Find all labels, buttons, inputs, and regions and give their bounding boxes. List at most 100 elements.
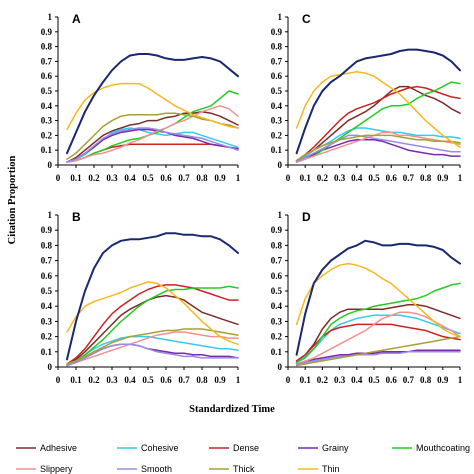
legend-item-thin: Thin bbox=[298, 464, 340, 474]
series-line-overall bbox=[295, 48, 461, 155]
series-line-cohesive bbox=[295, 314, 461, 364]
series-line-smooth bbox=[295, 351, 461, 365]
x-tick-label: 0.4 bbox=[124, 375, 136, 385]
panel-b: 0 0.1 0.2 0.3 0.4 0.5 0.6 0.7 0.8 0.9 1 0 0.1 0.2 0.3 0… bbox=[41, 210, 241, 385]
legend-label: Cohesive bbox=[141, 443, 179, 453]
y-tick-label: 0.7 bbox=[41, 56, 53, 66]
y-tick-label: 0.5 bbox=[271, 86, 283, 96]
legend-item-smooth: Smooth bbox=[117, 464, 172, 474]
y-tick-label: 0.4 bbox=[41, 301, 53, 311]
y-tick-label: 0.1 bbox=[41, 347, 53, 357]
y-tick-label: 1 bbox=[278, 210, 283, 220]
legend-label: Grainy bbox=[322, 443, 349, 453]
y-tick-label: 0.4 bbox=[41, 101, 53, 111]
y-tick-label: 0.6 bbox=[41, 271, 53, 281]
x-tick-label: 0.1 bbox=[300, 375, 312, 385]
y-tick-label: 0.9 bbox=[41, 27, 53, 37]
y-tick-label: 1 bbox=[48, 12, 53, 22]
y-tick-label: 0.6 bbox=[41, 71, 53, 81]
x-tick-label: 0.1 bbox=[70, 173, 82, 183]
y-tick-label: 0 bbox=[48, 362, 53, 372]
x-tick-label: 1 bbox=[236, 375, 241, 385]
x-tick-label: 0.5 bbox=[142, 375, 154, 385]
y-tick-label: 0.4 bbox=[271, 101, 283, 111]
x-axis-title: Standardized Time bbox=[189, 404, 275, 415]
series-line-dense bbox=[295, 85, 461, 162]
y-tick-label: 0 bbox=[278, 362, 283, 372]
legend-item-grainy: Grainy bbox=[298, 443, 349, 453]
x-tick-label: 0 bbox=[286, 375, 291, 385]
series-line-overall bbox=[66, 53, 239, 155]
series-line-mouthcoating bbox=[295, 282, 461, 364]
x-tick-label: 0.9 bbox=[437, 173, 449, 183]
x-tick-label: 0.2 bbox=[88, 173, 100, 183]
series-line-thick bbox=[66, 328, 239, 365]
x-tick-label: 0.7 bbox=[178, 375, 190, 385]
series-line-overall bbox=[295, 239, 461, 356]
y-tick-label: 1 bbox=[48, 210, 53, 220]
panel-c: 0 0.1 0.2 0.3 0.4 0.5 0.6 0.7 0.8 0.9 1 0 0.1 0.2 0.3 0… bbox=[271, 12, 463, 183]
series-line-mouthcoating bbox=[66, 285, 239, 365]
legend-label: Slippery bbox=[40, 464, 73, 474]
series-line-smooth bbox=[66, 343, 239, 367]
x-tick-label: 0.3 bbox=[334, 375, 346, 385]
x-tick-label: 0.3 bbox=[106, 173, 118, 183]
x-tick-label: 0.2 bbox=[88, 375, 100, 385]
series-line-slippery bbox=[295, 131, 461, 163]
legend-label: Thick bbox=[233, 464, 255, 474]
y-tick-label: 0 bbox=[278, 160, 283, 170]
y-tick-label: 0.8 bbox=[271, 42, 283, 52]
legend-item-thick: Thick bbox=[209, 464, 255, 474]
x-tick-label: 0 bbox=[286, 173, 291, 183]
x-tick-label: 0.2 bbox=[317, 173, 329, 183]
legend-item-slippery: Slippery bbox=[16, 464, 73, 474]
panel-d: 0 0.1 0.2 0.3 0.4 0.5 0.6 0.7 0.8 0.9 1 0 0.1 0.2 0.3 0… bbox=[271, 210, 463, 385]
series-line-slippery bbox=[66, 105, 239, 163]
series-line-thin bbox=[295, 262, 461, 338]
y-tick-label: 0.6 bbox=[271, 271, 283, 281]
y-tick-label: 0.5 bbox=[271, 286, 283, 296]
series-line-adhesive bbox=[295, 303, 461, 362]
x-tick-label: 0 bbox=[56, 173, 61, 183]
series-line-adhesive bbox=[295, 85, 461, 162]
y-tick-label: 0 bbox=[48, 160, 53, 170]
x-tick-label: 0 bbox=[56, 375, 61, 385]
legend-label: Dense bbox=[233, 443, 259, 453]
x-tick-label: 0.4 bbox=[124, 173, 136, 183]
y-tick-label: 0.7 bbox=[271, 56, 283, 66]
x-tick-label: 1 bbox=[236, 173, 241, 183]
x-tick-label: 0.8 bbox=[420, 173, 432, 183]
y-tick-label: 0.1 bbox=[41, 145, 53, 155]
y-tick-label: 0.5 bbox=[41, 286, 53, 296]
panel-a: 0 0.1 0.2 0.3 0.4 0.5 0.6 0.7 0.8 0.9 1 0 0.1 0.2 0.3 0… bbox=[41, 12, 241, 183]
x-tick-label: 0.5 bbox=[142, 173, 154, 183]
series-line-thin bbox=[66, 82, 239, 131]
y-tick-label: 0.8 bbox=[271, 240, 283, 250]
x-tick-label: 0.8 bbox=[196, 173, 208, 183]
series-line-slippery bbox=[66, 331, 239, 365]
series-line-thick bbox=[295, 134, 461, 162]
y-tick-label: 0.3 bbox=[41, 116, 53, 126]
y-tick-label: 0.8 bbox=[41, 240, 53, 250]
x-tick-label: 0.1 bbox=[70, 375, 82, 385]
x-tick-label: 0.5 bbox=[368, 173, 380, 183]
x-tick-label: 0.8 bbox=[420, 375, 432, 385]
legend-item-adhesive: Adhesive bbox=[16, 443, 77, 453]
x-tick-label: 0.9 bbox=[437, 375, 449, 385]
x-tick-label: 0.6 bbox=[160, 173, 172, 183]
series-line-overall bbox=[66, 232, 239, 361]
legend-item-cohesive: Cohesive bbox=[117, 443, 179, 453]
panel-label: C bbox=[302, 12, 311, 26]
y-tick-label: 0.5 bbox=[41, 86, 53, 96]
legend-item-dense: Dense bbox=[209, 443, 259, 453]
y-tick-label: 0.9 bbox=[271, 27, 283, 37]
y-axis-title: Citation Proportion bbox=[7, 155, 18, 244]
series-line-grainy bbox=[295, 349, 461, 365]
series-line-mouthcoating bbox=[295, 81, 461, 163]
series-line-mouthcoating bbox=[66, 90, 239, 163]
x-tick-label: 1 bbox=[458, 173, 463, 183]
y-tick-label: 0.7 bbox=[41, 256, 53, 266]
x-tick-label: 0.7 bbox=[178, 173, 190, 183]
y-tick-label: 0.9 bbox=[41, 225, 53, 235]
x-tick-label: 0.7 bbox=[403, 173, 415, 183]
